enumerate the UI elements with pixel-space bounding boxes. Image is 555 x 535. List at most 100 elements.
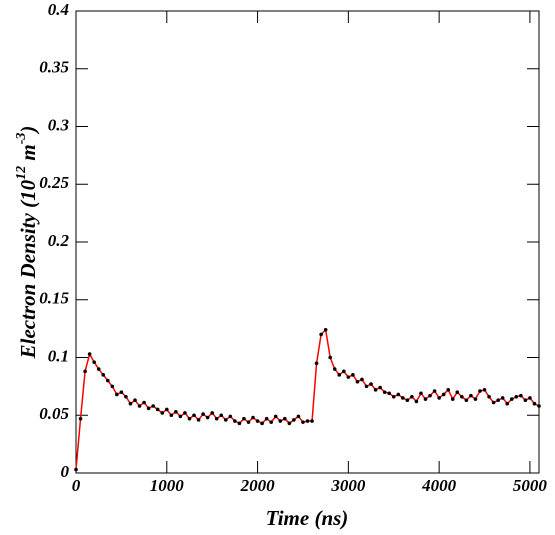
y-tick-label: 0.1 [48, 346, 69, 365]
data-point [460, 394, 464, 399]
data-point [219, 413, 224, 418]
data-point [246, 420, 251, 424]
data-point [292, 418, 296, 422]
data-point [378, 385, 382, 390]
data-point [528, 396, 532, 400]
y-axis-title-part: ) [16, 126, 40, 135]
data-point [509, 397, 514, 401]
data-point [92, 360, 96, 364]
data-point [332, 367, 337, 371]
data-point [314, 361, 319, 366]
data-point [273, 414, 278, 419]
data-point [364, 384, 369, 389]
data-point [301, 420, 305, 424]
data-point [401, 396, 405, 400]
data-point [155, 407, 160, 412]
data-point [437, 396, 441, 400]
data-point [355, 379, 360, 384]
data-point [169, 413, 174, 418]
data-point [514, 394, 519, 399]
data-point [110, 384, 115, 389]
data-point [342, 369, 346, 374]
data-point [519, 393, 523, 398]
data-point [183, 411, 187, 415]
data-point [500, 396, 505, 400]
y-axis-title-sup: -3 [14, 133, 29, 145]
data-point [251, 415, 255, 420]
y-tick-label: 0.4 [48, 0, 69, 19]
data-point [387, 391, 392, 396]
data-point [164, 407, 169, 412]
y-axis-title-sup: 12 [14, 166, 29, 180]
data-point [296, 414, 301, 419]
x-tick-label: 1000 [150, 476, 185, 495]
data-point [242, 416, 246, 421]
data-point [128, 401, 133, 406]
y-tick-label: 0.3 [48, 115, 70, 134]
data-point [187, 416, 192, 421]
data-point [337, 373, 342, 377]
data-point [328, 355, 332, 360]
data-point [74, 467, 78, 472]
x-tick-label: 4000 [421, 476, 457, 495]
data-point [410, 394, 414, 399]
data-point [287, 421, 292, 426]
data-point [432, 389, 437, 393]
data-point [428, 393, 432, 398]
data-point [455, 390, 460, 394]
data-point [505, 401, 510, 406]
data-point [260, 421, 264, 426]
data-point [133, 398, 137, 403]
data-point [228, 414, 233, 419]
data-point [360, 377, 364, 382]
data-point [237, 421, 242, 426]
data-point [441, 392, 446, 397]
data-point [473, 397, 478, 401]
data-point [419, 391, 423, 396]
data-point [532, 401, 537, 406]
data-point [405, 398, 410, 403]
data-point [87, 352, 92, 356]
data-point [478, 389, 482, 393]
data-point [537, 404, 541, 408]
data-point [491, 400, 496, 405]
data-point [255, 419, 260, 423]
data-point [160, 411, 165, 415]
data-point [305, 419, 310, 423]
data-point [414, 399, 419, 404]
data-point [391, 394, 396, 399]
data-point [83, 369, 87, 374]
data-point [450, 397, 455, 401]
data-point [196, 418, 201, 422]
data-line [75, 328, 540, 470]
data-point [396, 392, 401, 397]
data-point [137, 404, 142, 408]
data-point [174, 409, 178, 414]
x-tick-label: 0 [72, 476, 81, 495]
data-point [464, 398, 469, 403]
x-tick-label: 3000 [330, 476, 366, 495]
y-axis-title-part: m [16, 144, 40, 166]
y-tick-label: 0.2 [48, 231, 70, 250]
y-tick-label: 0.35 [39, 58, 69, 77]
data-point [78, 416, 83, 421]
data-point [523, 398, 528, 403]
data-point [223, 418, 228, 422]
x-tick-label: 5000 [513, 476, 548, 495]
data-point [264, 416, 269, 421]
data-point [178, 414, 183, 419]
data-point [283, 416, 287, 421]
data-point [446, 388, 451, 392]
y-axis-title-part: Electron Density (10 [16, 179, 40, 359]
y-tick-label: 0.05 [39, 404, 69, 423]
data-point [96, 367, 101, 371]
data-point [323, 327, 328, 332]
data-point [192, 413, 196, 418]
data-point [201, 412, 205, 416]
data-point [214, 416, 219, 421]
y-tick-label: 0.15 [39, 289, 69, 308]
data-point [382, 390, 387, 394]
data-point [269, 420, 273, 424]
data-point [233, 419, 237, 423]
